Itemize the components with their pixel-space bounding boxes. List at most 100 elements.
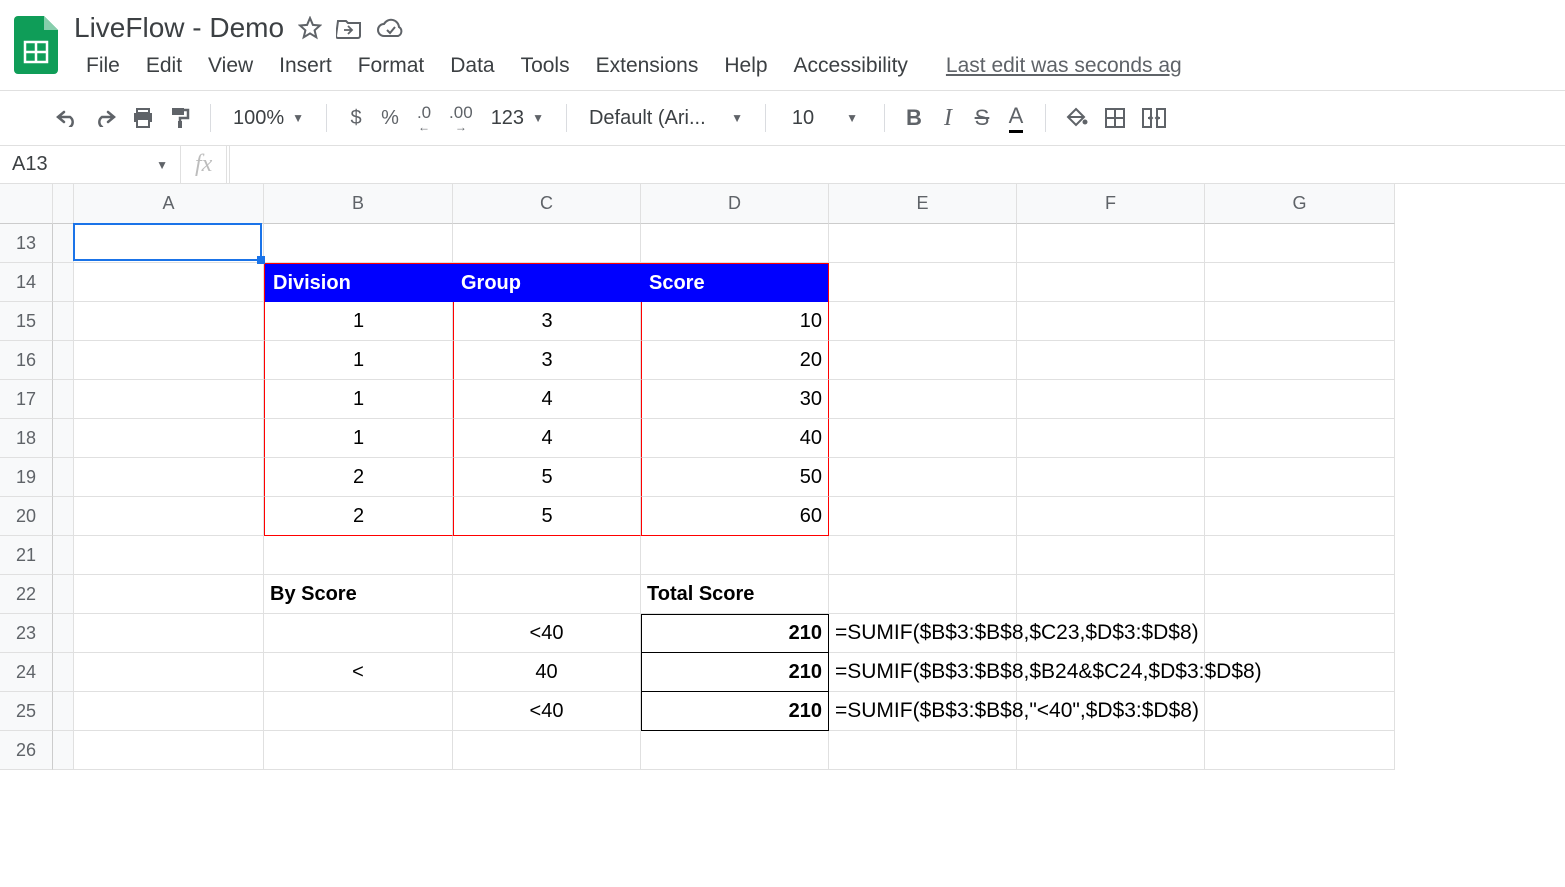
cell-A13[interactable] xyxy=(74,224,264,263)
document-title[interactable]: LiveFlow - Demo xyxy=(74,12,284,44)
cell-B19[interactable]: 2 xyxy=(264,458,453,497)
cell-B23[interactable] xyxy=(264,614,453,653)
cell-F15[interactable] xyxy=(1017,302,1205,341)
cell-B26[interactable] xyxy=(264,731,453,770)
cell-G26[interactable] xyxy=(1205,731,1395,770)
cell-B18[interactable]: 1 xyxy=(264,419,453,458)
cell-D23[interactable]: 210 xyxy=(641,614,829,653)
cell-G15[interactable] xyxy=(1205,302,1395,341)
row-header-17[interactable]: 17 xyxy=(0,380,53,419)
cell-D15[interactable]: 10 xyxy=(641,302,829,341)
cell-F17[interactable] xyxy=(1017,380,1205,419)
zoom-dropdown[interactable]: 100%▼ xyxy=(225,103,312,134)
cell-B15[interactable]: 1 xyxy=(264,302,453,341)
column-header-E[interactable]: E xyxy=(829,184,1017,224)
cell-G23[interactable] xyxy=(1205,614,1395,653)
cell-A17[interactable] xyxy=(74,380,264,419)
cell-A23[interactable] xyxy=(74,614,264,653)
cell-G16[interactable] xyxy=(1205,341,1395,380)
cell-E20[interactable] xyxy=(829,497,1017,536)
cell-E24[interactable]: =SUMIF($B$3:$B$8,$B24&$C24,$D$3:$D$8) xyxy=(829,653,1017,692)
cell-D16[interactable]: 20 xyxy=(641,341,829,380)
cell-D21[interactable] xyxy=(641,536,829,575)
column-header-B[interactable]: B xyxy=(264,184,453,224)
row-header-24[interactable]: 24 xyxy=(0,653,53,692)
paint-format-icon[interactable] xyxy=(164,102,196,134)
undo-icon[interactable] xyxy=(50,102,84,134)
row-header-16[interactable]: 16 xyxy=(0,341,53,380)
cell-D17[interactable]: 30 xyxy=(641,380,829,419)
cell-E23[interactable]: =SUMIF($B$3:$B$8,$C23,$D$3:$D$8) xyxy=(829,614,1017,653)
more-formats-dropdown[interactable]: 123▼ xyxy=(483,103,552,134)
cell-G21[interactable] xyxy=(1205,536,1395,575)
cell-C23[interactable]: <40 xyxy=(453,614,641,653)
cell-E21[interactable] xyxy=(829,536,1017,575)
menu-help[interactable]: Help xyxy=(712,50,779,82)
cell-D20[interactable]: 60 xyxy=(641,497,829,536)
cell-B17[interactable]: 1 xyxy=(264,380,453,419)
cell-A19[interactable] xyxy=(74,458,264,497)
row-header-23[interactable]: 23 xyxy=(0,614,53,653)
row-header-21[interactable]: 21 xyxy=(0,536,53,575)
cell-B16[interactable]: 1 xyxy=(264,341,453,380)
row-header-22[interactable]: 22 xyxy=(0,575,53,614)
menu-format[interactable]: Format xyxy=(346,50,437,82)
move-icon[interactable] xyxy=(336,17,362,39)
font-family-dropdown[interactable]: Default (Ari...▼ xyxy=(581,103,751,134)
cell-E14[interactable] xyxy=(829,263,1017,302)
cell-A15[interactable] xyxy=(74,302,264,341)
cloud-status-icon[interactable] xyxy=(376,18,404,38)
cell-F18[interactable] xyxy=(1017,419,1205,458)
cell-B21[interactable] xyxy=(264,536,453,575)
cell-A21[interactable] xyxy=(74,536,264,575)
cell-A20[interactable] xyxy=(74,497,264,536)
fill-color-button[interactable] xyxy=(1060,102,1094,134)
row-header-20[interactable]: 20 xyxy=(0,497,53,536)
borders-button[interactable] xyxy=(1098,102,1132,134)
name-box[interactable]: A13 ▼ xyxy=(0,146,180,183)
cell-G20[interactable] xyxy=(1205,497,1395,536)
cell-E26[interactable] xyxy=(829,731,1017,770)
cell-D13[interactable] xyxy=(641,224,829,263)
format-currency-button[interactable]: $ xyxy=(341,102,371,134)
menu-insert[interactable]: Insert xyxy=(267,50,344,82)
formula-input[interactable] xyxy=(230,146,1565,183)
decrease-decimal-button[interactable]: .0← xyxy=(409,102,439,134)
cell-F20[interactable] xyxy=(1017,497,1205,536)
column-header-C[interactable]: C xyxy=(453,184,641,224)
cell-C24[interactable]: 40 xyxy=(453,653,641,692)
cell-B13[interactable] xyxy=(264,224,453,263)
cell-D18[interactable]: 40 xyxy=(641,419,829,458)
cell-C16[interactable]: 3 xyxy=(453,341,641,380)
cell-D19[interactable]: 50 xyxy=(641,458,829,497)
row-header-18[interactable]: 18 xyxy=(0,419,53,458)
font-size-dropdown[interactable]: 10▼ xyxy=(780,103,870,134)
cell-C21[interactable] xyxy=(453,536,641,575)
cell-E17[interactable] xyxy=(829,380,1017,419)
star-icon[interactable] xyxy=(298,16,322,40)
cell-G22[interactable] xyxy=(1205,575,1395,614)
cell-F14[interactable] xyxy=(1017,263,1205,302)
merge-cells-button[interactable] xyxy=(1136,102,1172,134)
cell-C13[interactable] xyxy=(453,224,641,263)
cell-D24[interactable]: 210 xyxy=(641,653,829,692)
cell-G19[interactable] xyxy=(1205,458,1395,497)
cell-F19[interactable] xyxy=(1017,458,1205,497)
cell-F16[interactable] xyxy=(1017,341,1205,380)
menu-extensions[interactable]: Extensions xyxy=(584,50,711,82)
cell-B22[interactable]: By Score xyxy=(264,575,453,614)
column-header-D[interactable]: D xyxy=(641,184,829,224)
cell-G13[interactable] xyxy=(1205,224,1395,263)
cell-D26[interactable] xyxy=(641,731,829,770)
cell-E25[interactable]: =SUMIF($B$3:$B$8,"<40",$D$3:$D$8) xyxy=(829,692,1017,731)
cells[interactable]: DivisionGroupScore1310132014301440255025… xyxy=(74,224,1565,770)
cell-A18[interactable] xyxy=(74,419,264,458)
cell-E15[interactable] xyxy=(829,302,1017,341)
text-color-button[interactable]: A xyxy=(1001,102,1031,134)
menu-tools[interactable]: Tools xyxy=(509,50,582,82)
cell-C25[interactable]: <40 xyxy=(453,692,641,731)
cell-E16[interactable] xyxy=(829,341,1017,380)
cell-E19[interactable] xyxy=(829,458,1017,497)
cell-D14[interactable]: Score xyxy=(641,263,829,302)
cell-G18[interactable] xyxy=(1205,419,1395,458)
